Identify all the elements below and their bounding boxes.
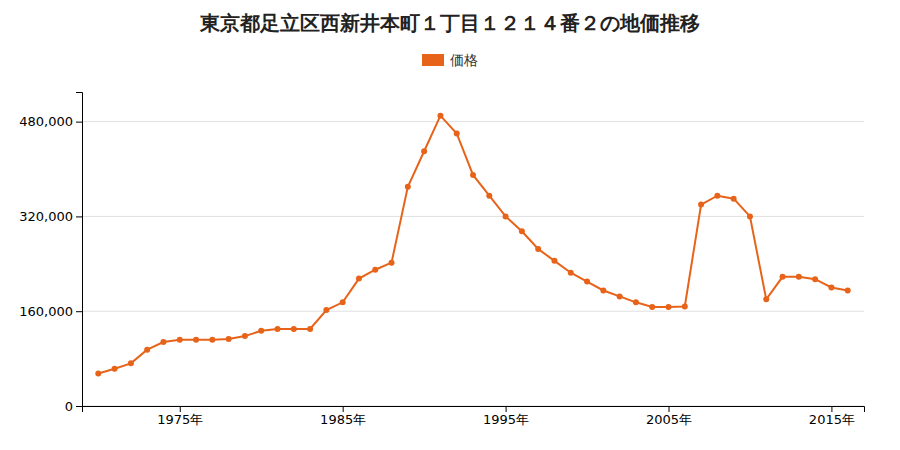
marks xyxy=(95,113,850,377)
tick: 320,000 xyxy=(19,209,82,224)
plot: 1975年 1985年 1995年 2005年 2015年 0 160,000 320,000… xyxy=(19,93,864,428)
axis-line xyxy=(83,407,865,413)
point xyxy=(144,347,150,353)
point xyxy=(242,333,248,339)
point xyxy=(714,193,720,199)
point xyxy=(323,307,329,313)
point xyxy=(568,270,574,276)
point xyxy=(763,296,769,302)
point xyxy=(291,326,297,332)
point xyxy=(177,337,183,343)
point xyxy=(454,130,460,136)
point xyxy=(649,304,655,310)
point xyxy=(747,213,753,219)
tick-mark xyxy=(76,216,82,217)
tick: 1975年 xyxy=(157,406,203,427)
legend-item: 価格 xyxy=(422,52,478,68)
tick-mark xyxy=(669,406,670,412)
tick-mark xyxy=(343,406,344,412)
legend: 価格 xyxy=(422,52,478,68)
tick-mark xyxy=(180,406,181,412)
point xyxy=(112,366,118,372)
point xyxy=(209,337,215,343)
point xyxy=(503,213,509,219)
point xyxy=(356,276,362,282)
point xyxy=(405,184,411,190)
point xyxy=(193,337,199,343)
tick: 1985年 xyxy=(320,406,366,427)
point xyxy=(470,172,476,178)
point xyxy=(845,287,851,293)
title: 東京都足立区西新井本町１丁目１２１４番２の地価推移 xyxy=(199,11,700,35)
point xyxy=(780,274,786,280)
tick-mark xyxy=(506,406,507,412)
point xyxy=(698,202,704,208)
y-axis: 0 160,000 320,000 480,000 xyxy=(19,93,82,414)
legend-label: 価格 xyxy=(450,52,478,68)
chart: 東京都足立区西新井本町１丁目１２１４番２の地価推移 1975年 1985年 1995年… xyxy=(0,0,900,450)
point xyxy=(275,326,281,332)
grid-line xyxy=(82,216,864,217)
grid-line xyxy=(82,121,864,122)
tick-label: 1985年 xyxy=(320,412,366,427)
x-axis: 1975年 1985年 1995年 2005年 2015年 xyxy=(83,406,865,427)
point xyxy=(95,370,101,376)
point xyxy=(796,274,802,280)
point xyxy=(828,285,834,291)
point xyxy=(128,360,134,366)
point xyxy=(226,336,232,342)
point xyxy=(600,287,606,293)
point xyxy=(258,328,264,334)
tick: 0 xyxy=(65,399,82,414)
tick-label: 1975年 xyxy=(157,412,203,427)
point xyxy=(535,246,541,252)
tick: 480,000 xyxy=(19,114,82,129)
point xyxy=(666,304,672,310)
legend-swatch xyxy=(422,54,444,66)
tick-label: 320,000 xyxy=(19,209,73,224)
point xyxy=(519,228,525,234)
tick: 1995年 xyxy=(483,406,529,427)
tick: 2015年 xyxy=(809,406,855,427)
tick-label: 480,000 xyxy=(19,114,73,129)
tick-label: 2005年 xyxy=(646,412,692,427)
tick-mark xyxy=(76,122,82,123)
tick-mark xyxy=(76,311,82,312)
tick-mark xyxy=(76,406,82,407)
point xyxy=(160,339,166,345)
tick-label: 1995年 xyxy=(483,412,529,427)
tick-label: 0 xyxy=(65,399,73,414)
point xyxy=(633,299,639,305)
grid xyxy=(82,122,864,406)
point xyxy=(682,303,688,309)
point xyxy=(437,113,443,119)
tick-label: 160,000 xyxy=(19,304,73,319)
axis-line xyxy=(76,93,83,407)
grid-line xyxy=(82,311,864,312)
point xyxy=(731,196,737,202)
point xyxy=(584,279,590,285)
tick-label: 2015年 xyxy=(809,412,855,427)
point xyxy=(421,148,427,154)
point xyxy=(307,326,313,332)
point xyxy=(551,258,557,264)
tick: 2005年 xyxy=(646,406,692,427)
point xyxy=(372,267,378,273)
tick-mark xyxy=(831,406,832,412)
point xyxy=(486,193,492,199)
point xyxy=(617,293,623,299)
line xyxy=(98,116,847,374)
tick: 160,000 xyxy=(19,304,82,319)
point xyxy=(812,276,818,282)
point xyxy=(389,260,395,266)
point xyxy=(340,299,346,305)
